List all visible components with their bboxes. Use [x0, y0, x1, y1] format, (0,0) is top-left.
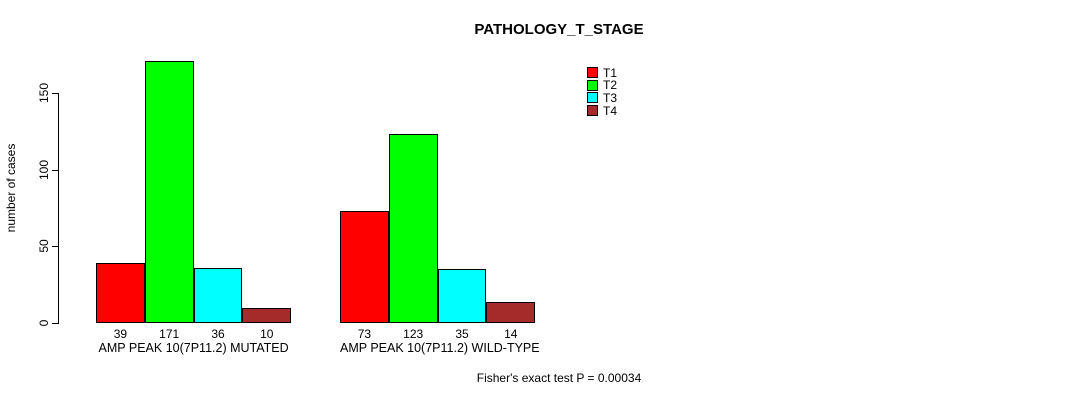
bar-t3-group1	[193, 267, 243, 323]
bar-value-label: 35	[455, 327, 469, 341]
y-tick	[52, 169, 58, 171]
legend-label-t2: T2	[603, 78, 618, 93]
bar-value-label: 14	[504, 327, 518, 341]
bar-t4-group1	[242, 307, 292, 323]
y-tick-label: 100	[37, 159, 51, 180]
legend-swatch-t4	[587, 105, 598, 117]
y-axis-label: number of cases	[4, 143, 18, 233]
bar-value-label: 39	[113, 327, 128, 341]
y-axis	[58, 93, 59, 324]
y-tick-label: 150	[37, 82, 51, 104]
y-tick-label: 50	[37, 239, 51, 254]
legend-label-t1: T1	[603, 65, 618, 80]
y-tick-label: 0	[37, 319, 51, 327]
bar-t1-group1	[96, 263, 145, 323]
y-tick	[52, 323, 58, 324]
chart-title: PATHOLOGY_T_STAGE	[474, 21, 644, 38]
bar-value-label: 10	[260, 327, 274, 341]
bar-value-label: 123	[403, 327, 424, 341]
bar-t2-group2	[388, 134, 438, 323]
category-label: AMP PEAK 10(7P11.2) MUTATED	[98, 341, 289, 355]
bar-t3-group2	[437, 269, 487, 323]
bar-t2-group1	[144, 60, 194, 323]
y-tick	[52, 93, 58, 94]
legend-swatch-t2	[587, 79, 598, 91]
bar-t1-group2	[340, 211, 389, 323]
bar-value-label: 73	[357, 327, 372, 341]
legend-label-t4: T4	[603, 103, 618, 118]
bar-t4-group2	[486, 301, 536, 323]
legend-swatch-t1	[587, 67, 598, 78]
legend-swatch-t3	[587, 92, 598, 104]
bar-value-label: 171	[159, 327, 180, 341]
bar-value-label: 36	[211, 327, 225, 341]
legend-label-t3: T3	[603, 90, 618, 105]
category-label: AMP PEAK 10(7P11.2) WILD-TYPE	[340, 341, 540, 355]
y-tick	[52, 246, 58, 248]
fisher-test-note: Fisher's exact test P = 0.00034	[476, 371, 642, 385]
